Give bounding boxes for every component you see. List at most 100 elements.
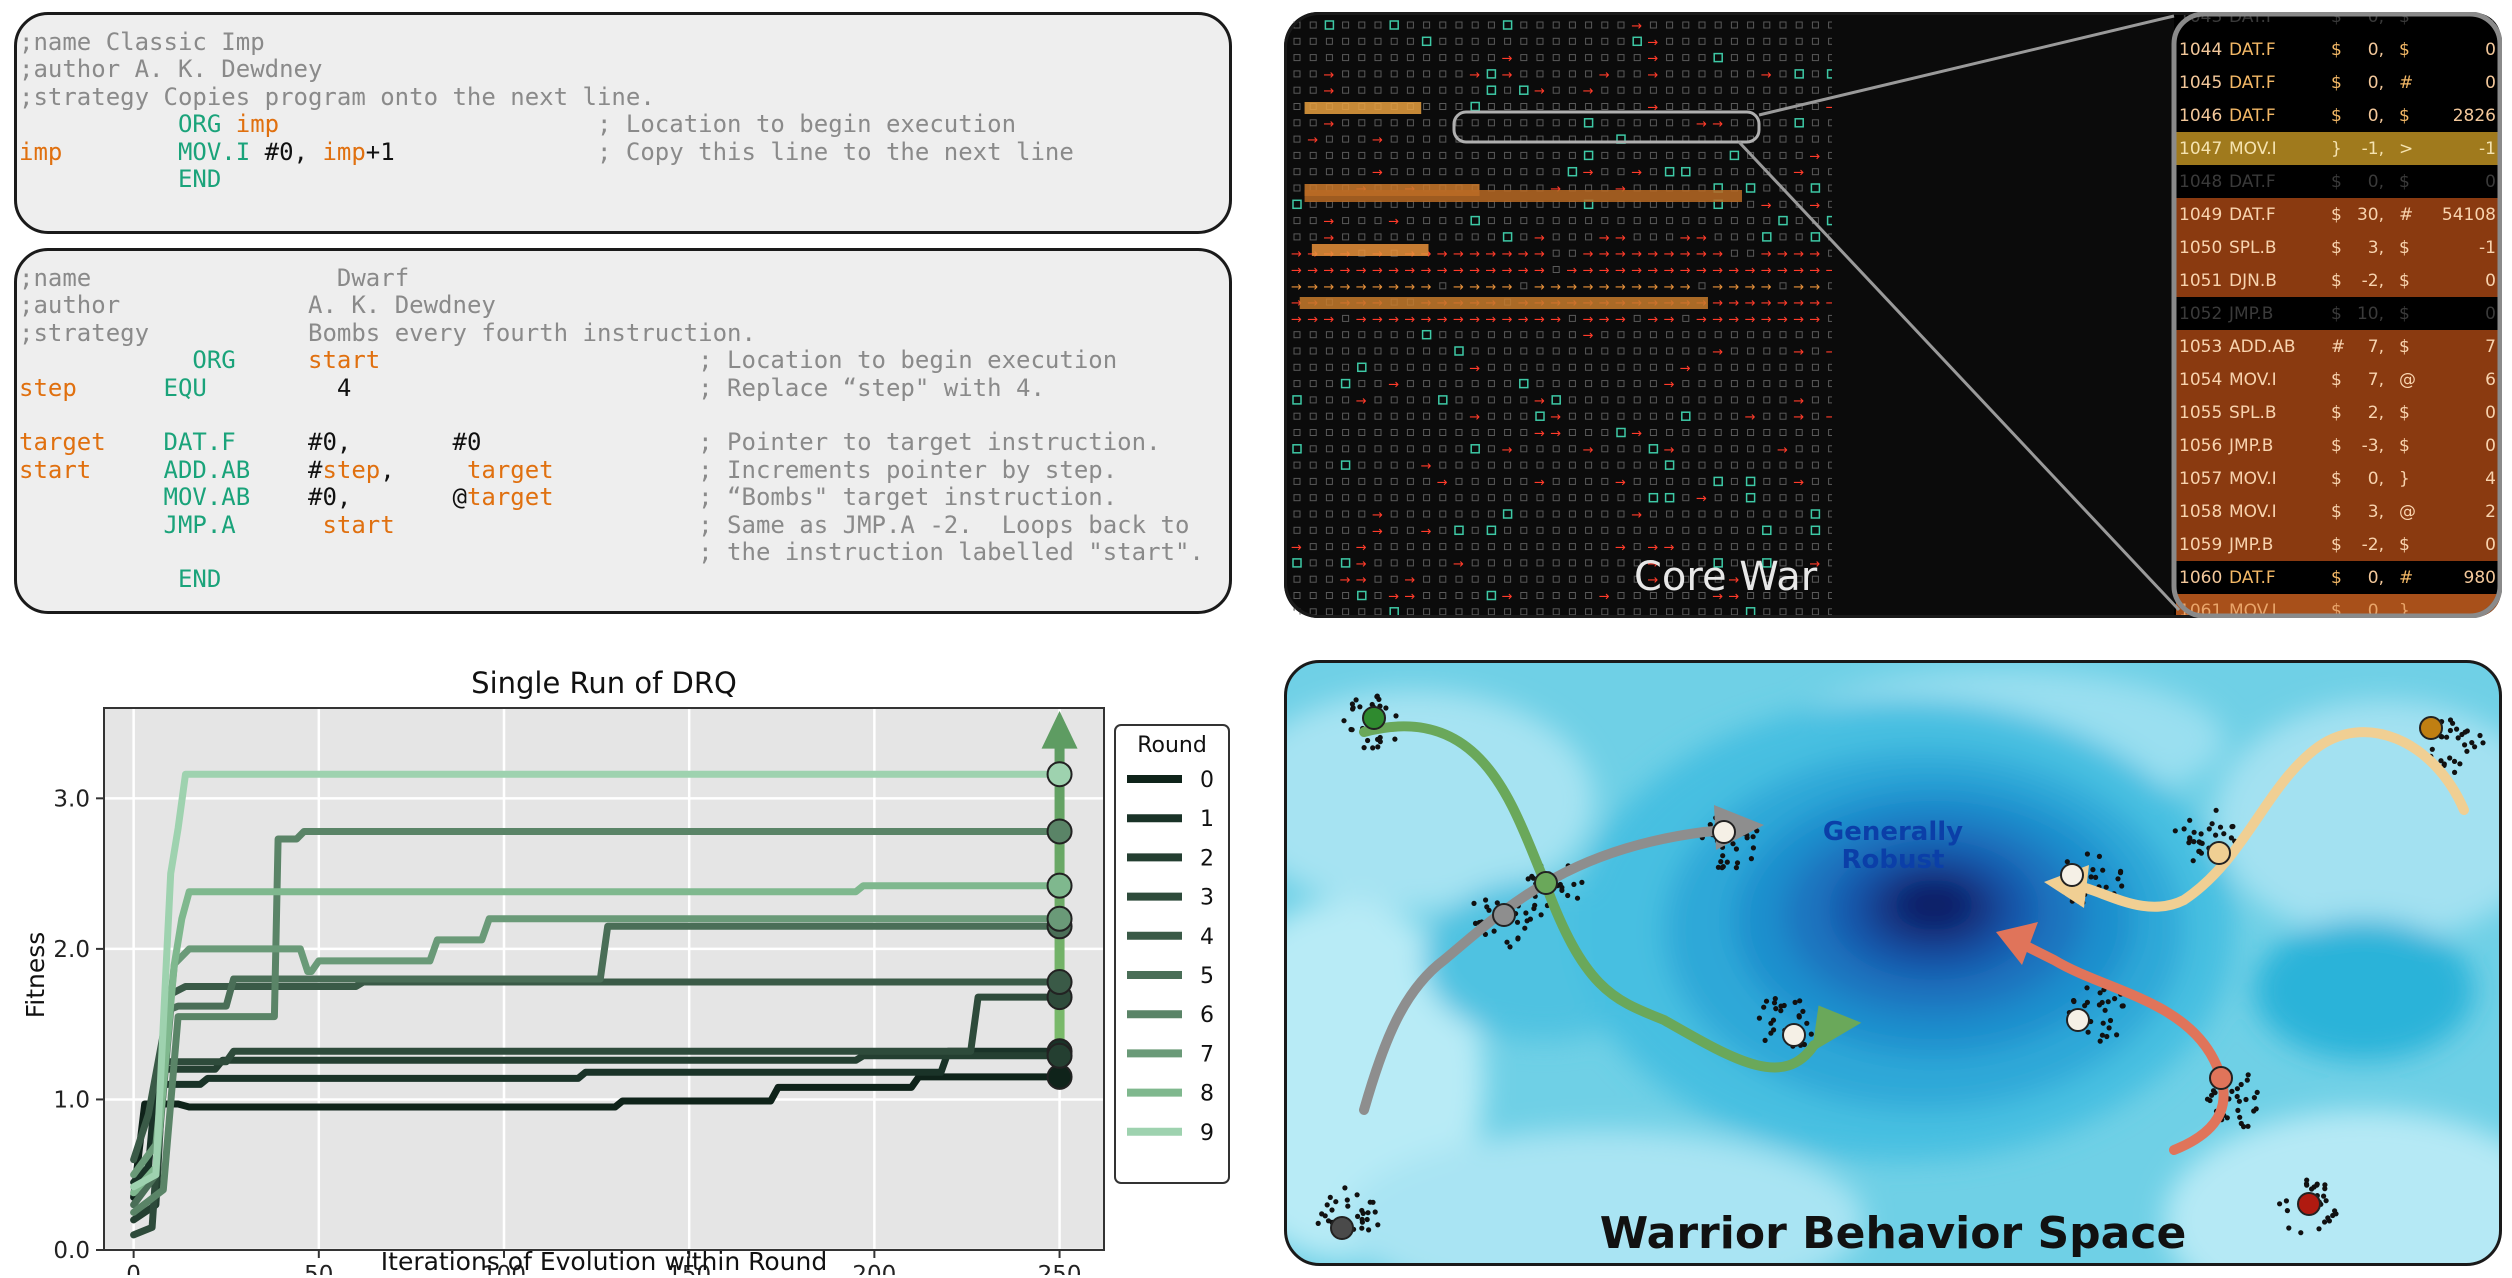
listing-bv: 0 [2485, 271, 2496, 291]
svg-text:→: → [1291, 312, 1302, 327]
listing-op: JMP.B [2228, 304, 2273, 324]
svg-text:→: → [1388, 280, 1399, 295]
endpoint-9 [1046, 761, 1073, 788]
svg-text:→: → [1356, 264, 1367, 279]
svg-text:→: → [1502, 247, 1513, 262]
svg-text:→: → [1647, 280, 1658, 295]
svg-text:→: → [1631, 166, 1642, 181]
y-tick-label: 3.0 [53, 786, 90, 812]
listing-av: 2, [2368, 403, 2384, 423]
listing-a: $ [2331, 502, 2342, 522]
svg-text:→: → [1615, 264, 1626, 279]
svg-text:→: → [1761, 296, 1772, 311]
svg-text:→: → [1664, 312, 1675, 327]
sand-trajectory [2069, 727, 2469, 912]
listing-a: $ [2331, 205, 2342, 225]
svg-text:→: → [1777, 443, 1788, 458]
zoom-inset-frame [2171, 12, 2502, 618]
svg-text:→: → [1826, 345, 1837, 360]
listing-op: DAT.F [2229, 73, 2276, 93]
listing-addr: 1045 [2179, 73, 2222, 93]
listing-a: $ [2331, 403, 2342, 423]
svg-text:→: → [1372, 508, 1383, 523]
dwarf-code-token: END [177, 565, 222, 594]
dwarf-code-token: ORG [192, 346, 236, 375]
dwarf-code-token: ;strategy [19, 318, 150, 347]
chart-endpoints [1046, 761, 1073, 1090]
listing-a: $ [2331, 568, 2342, 588]
svg-text:→: → [1534, 394, 1545, 409]
imp-code-token: ;strategy Copies program onto the next l… [19, 82, 655, 111]
svg-text:→: → [1728, 296, 1739, 311]
svg-text:→: → [1323, 215, 1334, 230]
svg-text:→: → [1502, 52, 1513, 67]
svg-text:→: → [1631, 264, 1642, 279]
green-end-node [1782, 1023, 1806, 1047]
svg-text:→: → [1728, 280, 1739, 295]
svg-text:→: → [1469, 361, 1480, 376]
listing-av: -3, [2362, 436, 2384, 456]
x-tick-label: 150 [667, 1262, 711, 1275]
listing-a: $ [2331, 304, 2342, 324]
legend-label-0: 0 [1200, 768, 1214, 793]
svg-text:→: → [1323, 312, 1334, 327]
x-tick-label: 200 [852, 1262, 896, 1275]
svg-text:→: → [1615, 247, 1626, 262]
dwarf-code-token: ;name [19, 264, 92, 292]
listing-a: $ [2331, 238, 2342, 258]
listing-av: 7, [2368, 337, 2384, 357]
svg-text:→: → [1712, 247, 1723, 262]
listing-op: MOV.I [2229, 469, 2277, 489]
listing-av: 0, [2368, 40, 2384, 60]
red-end-node [2066, 1008, 2090, 1032]
svg-text:→: → [1809, 296, 1820, 311]
listing-b: # [2399, 568, 2413, 588]
dwarf-code-token: step [322, 455, 381, 484]
listing-av: -1, [2362, 139, 2384, 159]
svg-text:→: → [1728, 264, 1739, 279]
svg-text:→: → [1809, 149, 1820, 164]
listing-row-bg [2176, 495, 2502, 528]
endpoint-4 [1046, 969, 1073, 996]
svg-text:→: → [1356, 541, 1367, 556]
listing-b: > [2399, 139, 2413, 159]
listing-av: 0, [2368, 73, 2384, 93]
green-mid-node [1534, 871, 1558, 895]
svg-text:→: → [1323, 68, 1334, 83]
listing-b: @ [2399, 370, 2416, 390]
svg-text:→: → [1453, 264, 1464, 279]
listing-addr: 1050 [2179, 238, 2222, 258]
svg-text:→: → [1631, 280, 1642, 295]
svg-text:→: → [1534, 264, 1545, 279]
svg-text:→: → [1323, 117, 1334, 132]
listing-addr: 1060 [2179, 568, 2222, 588]
imp-code-panel: ;name Classic Imp ;author A. K. Dewdney ;s… [14, 12, 1232, 234]
listing-b: $ [2399, 12, 2410, 27]
behavior-space-panel: Generally Robust Warrior Behavior Space [1284, 660, 2502, 1266]
svg-text:→: → [1566, 280, 1577, 295]
endpoint-6 [1046, 818, 1073, 845]
svg-text:→: → [1647, 101, 1658, 116]
listing-a: $ [2331, 106, 2342, 126]
listing-bv: 4 [2485, 469, 2496, 489]
svg-text:→: → [1388, 312, 1399, 327]
listing-op: DAT.F [2229, 205, 2276, 225]
svg-text:→: → [1809, 198, 1820, 213]
svg-text:→: → [1793, 475, 1804, 490]
svg-text:→: → [1615, 541, 1626, 556]
svg-text:→: → [1728, 312, 1739, 327]
listing-bv: -1 [2479, 238, 2496, 258]
dwarf-code-token: target [466, 483, 554, 512]
svg-text:→: → [1793, 296, 1804, 311]
dwarf-code-token: Dwarf [336, 264, 410, 292]
svg-text:→: → [1502, 264, 1513, 279]
svg-text:→: → [1583, 247, 1594, 262]
svg-text:→: → [1712, 296, 1723, 311]
svg-text:→: → [1647, 264, 1658, 279]
imp-code-token: imp [19, 137, 63, 166]
listing-av: 0, [2368, 172, 2384, 192]
svg-text:→: → [1323, 280, 1334, 295]
svg-text:→: → [1340, 280, 1351, 295]
svg-text:→: → [1421, 280, 1432, 295]
svg-text:→: → [1404, 573, 1415, 588]
